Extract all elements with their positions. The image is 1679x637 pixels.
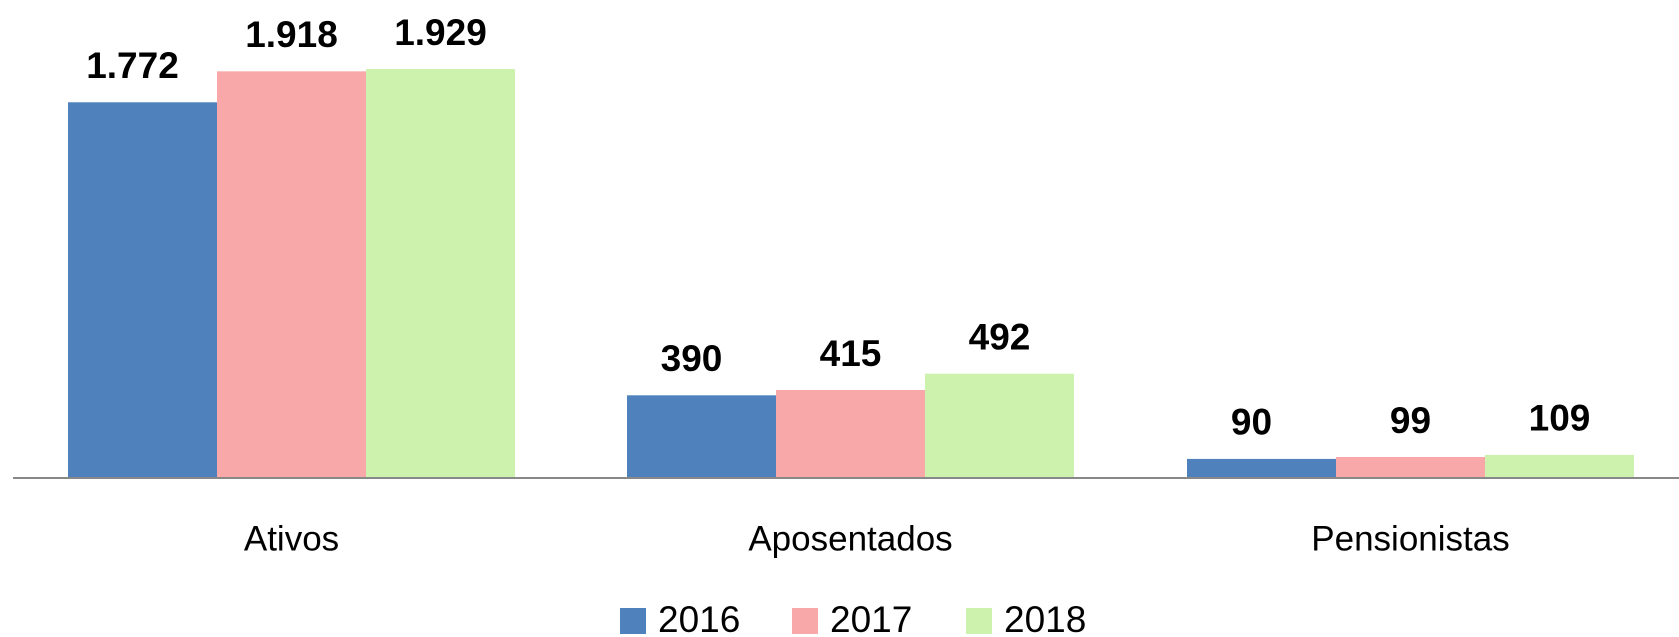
bar	[1485, 454, 1634, 478]
x-tick-label: Ativos	[244, 519, 339, 558]
legend-swatch	[792, 608, 818, 634]
value-label: 109	[1529, 398, 1591, 439]
value-label: 90	[1231, 402, 1272, 443]
legend-swatch	[966, 608, 992, 634]
legend-label: 2017	[830, 599, 912, 637]
value-label: 415	[820, 333, 882, 374]
legend-label: 2018	[1004, 599, 1086, 637]
bar	[1187, 458, 1336, 478]
bar	[1336, 457, 1485, 478]
x-tick-label: Aposentados	[748, 519, 952, 558]
value-label: 390	[661, 338, 723, 379]
value-label: 492	[969, 316, 1031, 357]
bar	[68, 102, 217, 478]
value-label: 99	[1390, 400, 1431, 441]
bar	[366, 69, 515, 478]
legend-swatch	[620, 608, 646, 634]
x-tick-label: Pensionistas	[1311, 519, 1509, 558]
bar	[627, 395, 776, 478]
value-label: 1.772	[86, 45, 179, 86]
bar	[776, 390, 925, 478]
bar	[217, 71, 366, 478]
legend-label: 2016	[658, 599, 740, 637]
value-label: 1.918	[245, 14, 338, 55]
value-label: 1.929	[394, 12, 487, 53]
bar	[925, 373, 1074, 478]
